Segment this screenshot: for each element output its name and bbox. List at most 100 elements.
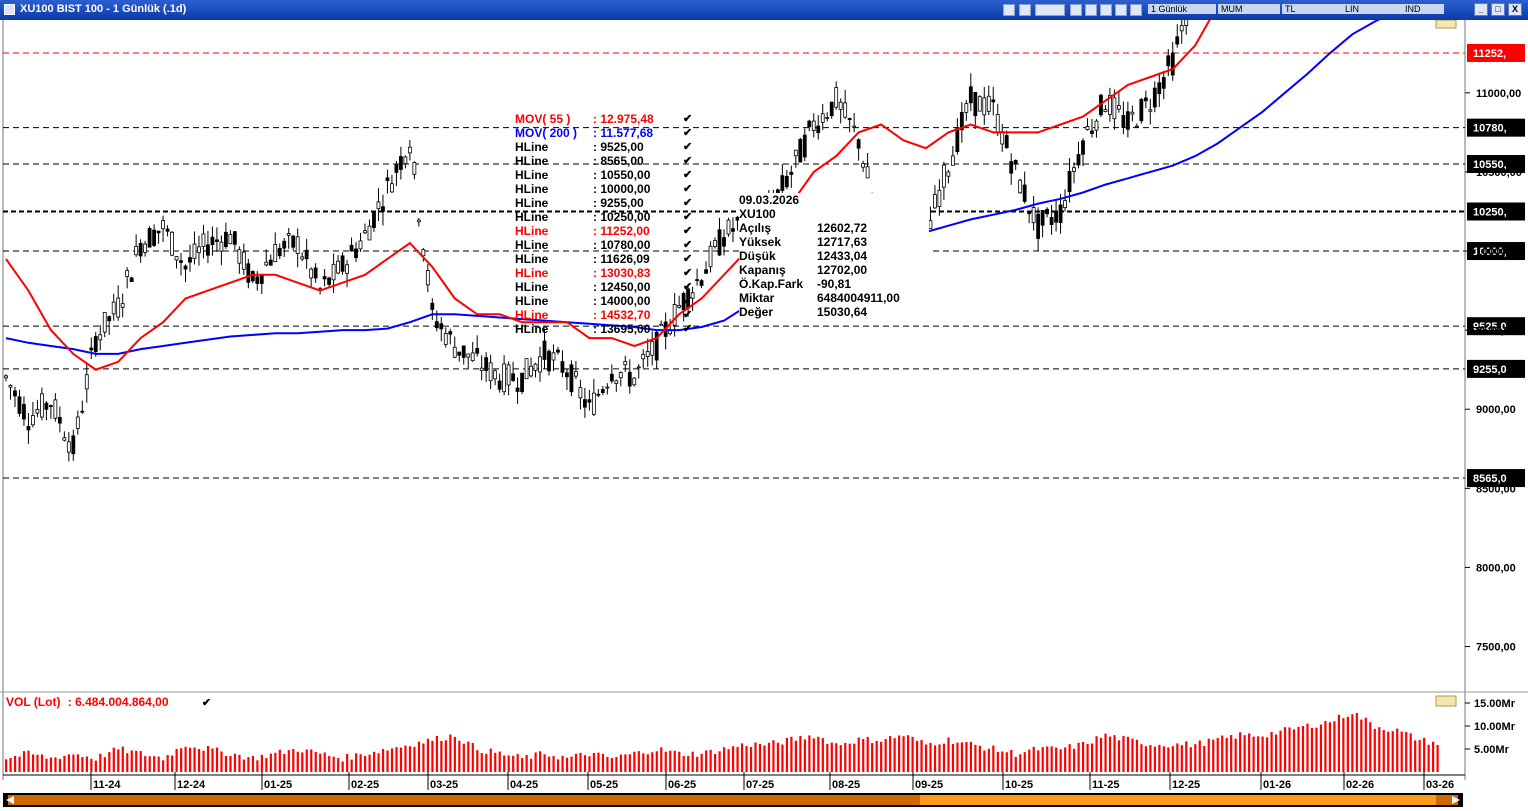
legend-check-icon[interactable]: ✔ [683, 155, 693, 167]
candle-body [1040, 210, 1045, 226]
volume-bar [902, 736, 905, 772]
volume-bar [1414, 740, 1417, 772]
volume-pane-icon[interactable] [1435, 695, 1457, 707]
volume-bar [431, 740, 434, 772]
legend-check-icon[interactable]: ✔ [683, 309, 693, 321]
legend-check-icon[interactable]: ✔ [683, 127, 693, 139]
candle-body [600, 389, 605, 394]
pencil-icon[interactable] [1100, 4, 1112, 16]
price-chart[interactable]: 14532,14000,13695,13030,12450,11626,1125… [0, 20, 1528, 811]
candle-body [102, 311, 107, 333]
legend-check-icon[interactable]: ✔ [683, 295, 693, 307]
volume-bar [844, 742, 847, 772]
period-selector[interactable]: 1 Günlük [1148, 4, 1216, 14]
volume-bar [705, 750, 708, 772]
volume-bar [386, 750, 389, 772]
scroll-left-icon[interactable] [6, 796, 14, 804]
cursor-icon[interactable] [1130, 4, 1142, 16]
candle-body [66, 441, 71, 453]
candle-body [309, 268, 314, 279]
hline-label-bg-6 [1467, 43, 1525, 62]
legend-check-icon[interactable]: ✔ [683, 169, 693, 181]
time-tick-label-7: 06-25 [668, 779, 696, 791]
candle-body [403, 156, 408, 165]
volume-bar [215, 747, 219, 772]
crosshair-icon[interactable] [1115, 4, 1127, 16]
candle-body [623, 361, 628, 366]
legend-check-icon[interactable]: ✔ [683, 183, 693, 195]
currency-selector[interactable]: TL [1282, 4, 1344, 14]
legend-check-icon[interactable]: ✔ [683, 267, 693, 279]
volume-bar [72, 754, 75, 772]
candle-body [609, 373, 614, 382]
volume-bar [1234, 738, 1237, 772]
volume-bar [242, 759, 246, 772]
volume-bar [269, 753, 272, 772]
palette-icon[interactable] [1019, 4, 1031, 16]
legend-row: HLine: 12450,00 ✔ [515, 280, 695, 294]
minimize-button[interactable]: _ [1474, 3, 1488, 16]
legend-check-icon[interactable]: ✔ [683, 113, 693, 125]
volume-bar [1279, 730, 1282, 772]
time-tick-label-6: 05-25 [590, 779, 618, 791]
legend-check-icon[interactable]: ✔ [683, 281, 693, 293]
legend-row: HLine: 9255,00 ✔ [515, 196, 695, 210]
legend-check-icon[interactable]: ✔ [683, 225, 693, 237]
candle-body [237, 249, 242, 264]
window-menu-icon[interactable] [4, 4, 15, 15]
legend-row: HLine: 10550,00 ✔ [515, 168, 695, 182]
indicator-selector[interactable]: IND [1402, 4, 1444, 14]
legend-check-icon[interactable]: ✔ [683, 211, 693, 223]
candle-body [807, 120, 812, 128]
maximize-button[interactable]: □ [1491, 3, 1505, 16]
legend-check-icon[interactable]: ✔ [683, 197, 693, 209]
volume-bar [1432, 741, 1435, 772]
candle-body [277, 248, 282, 257]
legend-check-icon[interactable]: ✔ [683, 323, 693, 335]
legend-check-icon[interactable]: ✔ [683, 253, 693, 265]
scrollbar-thumb[interactable] [920, 795, 1436, 805]
chart-type-selector[interactable]: MUM [1218, 4, 1280, 14]
legend-check-icon[interactable]: ✔ [683, 239, 693, 251]
volume-bar [633, 751, 636, 772]
volume-bar [130, 750, 133, 772]
volume-bar [1221, 735, 1224, 772]
scale-selector[interactable]: LIN [1342, 4, 1404, 14]
volume-bar [906, 735, 910, 772]
volume-bar [1337, 714, 1340, 772]
zoom-out-icon[interactable] [1085, 4, 1097, 16]
candle-body [228, 234, 233, 245]
volume-check-icon[interactable]: ✔ [201, 697, 212, 709]
legend-name: HLine [515, 294, 549, 308]
candle-body [605, 386, 610, 389]
volume-bar [727, 749, 730, 772]
candle-body [57, 416, 62, 424]
volume-bar [1378, 727, 1381, 772]
candle-body [259, 274, 264, 284]
chart-settings-icon[interactable] [1003, 4, 1015, 16]
hline-label-9: 10250, [1473, 206, 1507, 218]
candle-body [1027, 210, 1032, 214]
candle-body [677, 304, 682, 308]
legend-name: HLine [515, 196, 549, 210]
volume-bar [1153, 746, 1156, 772]
volume-bar [718, 751, 721, 772]
scroll-top-icon[interactable] [1435, 20, 1457, 29]
candle-body [654, 331, 659, 361]
legend-check-icon[interactable]: ✔ [683, 141, 693, 153]
candle-body [125, 270, 130, 277]
close-button[interactable]: X [1508, 3, 1522, 16]
candle-body [22, 403, 26, 420]
volume-bar [498, 751, 501, 772]
volume-bar [63, 755, 66, 772]
zoom-in-icon[interactable] [1070, 4, 1082, 16]
volume-bar [1082, 741, 1085, 772]
draw-tools-icon[interactable] [1035, 4, 1065, 16]
scroll-right-icon[interactable] [1452, 796, 1460, 804]
volume-bar [767, 742, 771, 772]
candle-body [493, 370, 498, 380]
time-tick-label-1: 12-24 [177, 779, 206, 791]
legend-name: HLine [515, 182, 549, 196]
candle-body [941, 164, 946, 188]
candle-body [174, 256, 179, 261]
